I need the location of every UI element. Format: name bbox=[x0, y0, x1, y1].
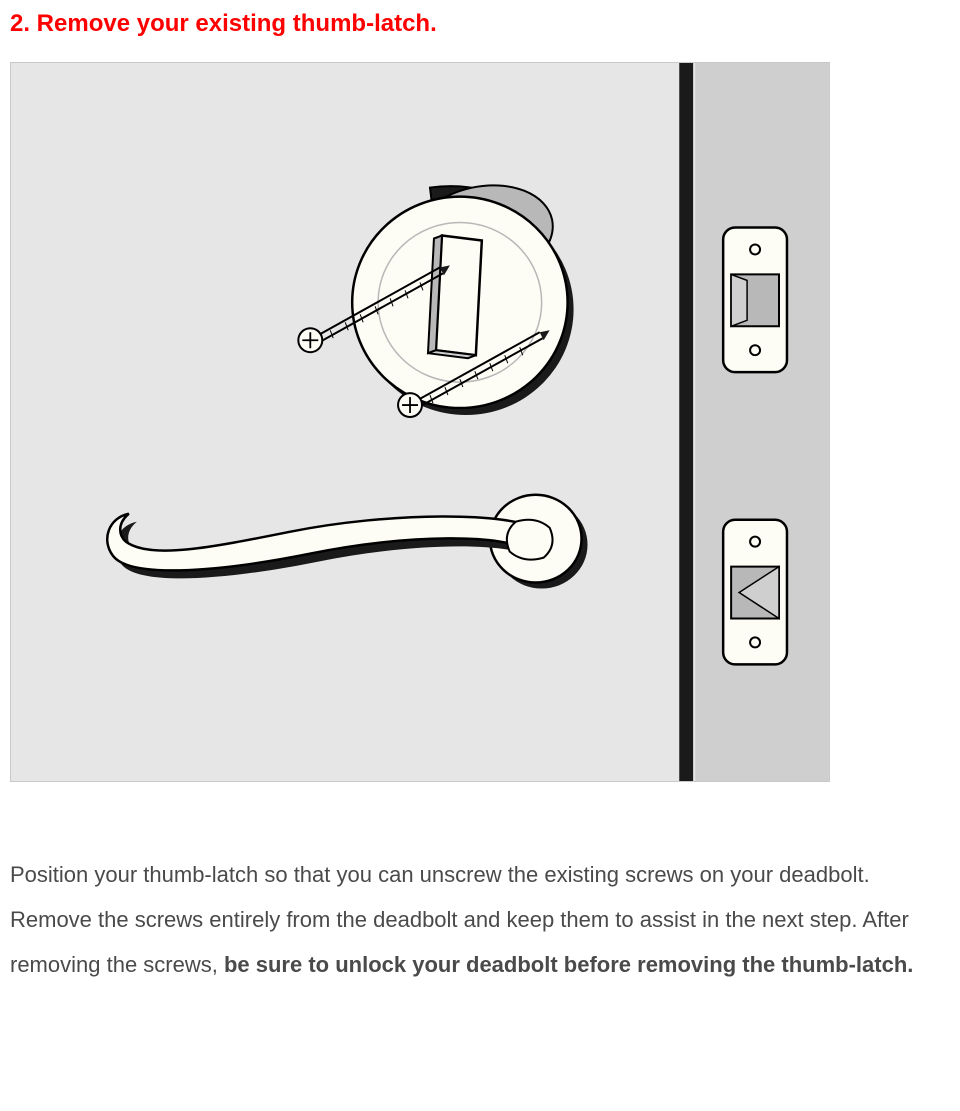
door-handle bbox=[107, 495, 587, 589]
step-heading: 2. Remove your existing thumb-latch. bbox=[10, 10, 950, 38]
deadbolt-strike-plate bbox=[723, 228, 787, 373]
instruction-diagram bbox=[10, 62, 830, 782]
handle-strike-plate bbox=[723, 520, 787, 665]
instruction-paragraph: Position your thumb-latch so that you ca… bbox=[10, 852, 950, 987]
thumb-turn-knob bbox=[428, 236, 482, 359]
thumb-latch-illustration bbox=[11, 63, 829, 781]
instruction-text-bold: be sure to unlock your deadbolt before r… bbox=[224, 952, 913, 977]
